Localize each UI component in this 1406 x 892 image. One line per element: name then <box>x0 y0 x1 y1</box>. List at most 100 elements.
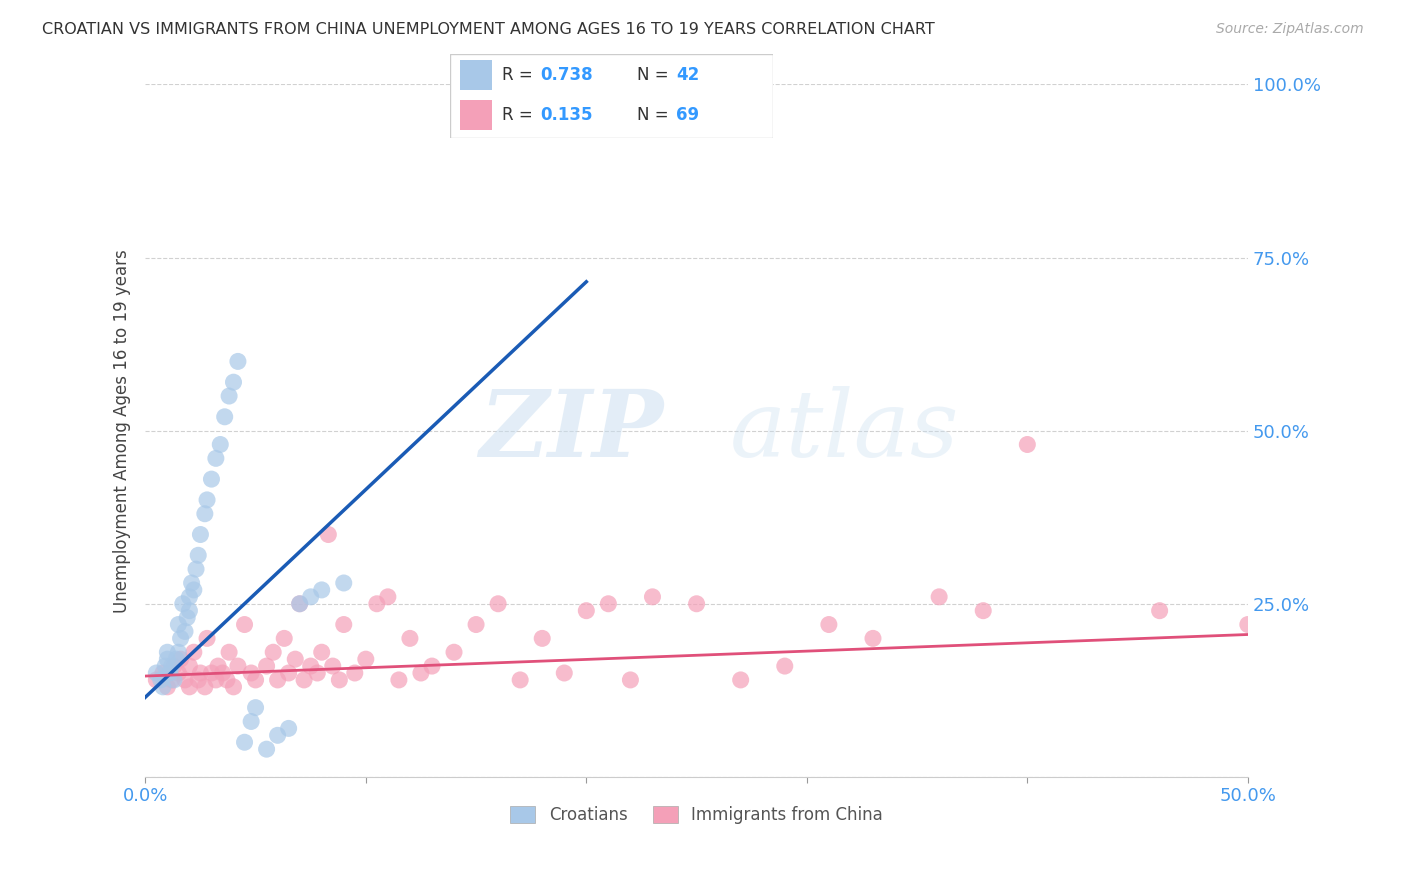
Point <box>509 673 531 687</box>
Point <box>273 632 295 646</box>
Point <box>174 624 197 639</box>
Point <box>284 652 307 666</box>
Text: 0.738: 0.738 <box>540 66 593 84</box>
Point <box>156 645 179 659</box>
Text: 0.135: 0.135 <box>540 106 593 124</box>
Point <box>598 597 620 611</box>
Point <box>354 652 377 666</box>
Point <box>183 645 205 659</box>
Text: atlas: atlas <box>730 385 959 475</box>
Point <box>205 451 228 466</box>
Point <box>165 652 187 666</box>
Point <box>818 617 841 632</box>
Point <box>292 673 315 687</box>
Point <box>179 604 201 618</box>
Point <box>200 472 222 486</box>
Point <box>160 659 183 673</box>
Point <box>218 389 240 403</box>
Point <box>245 673 267 687</box>
Point <box>288 597 311 611</box>
Point <box>200 665 222 680</box>
Point <box>180 576 202 591</box>
Point <box>641 590 664 604</box>
Text: 69: 69 <box>676 106 699 124</box>
Point <box>172 597 194 611</box>
Point <box>420 659 443 673</box>
Point <box>184 562 207 576</box>
Point <box>307 665 329 680</box>
Text: Source: ZipAtlas.com: Source: ZipAtlas.com <box>1216 22 1364 37</box>
Point <box>149 673 172 687</box>
Point <box>1237 617 1260 632</box>
Point <box>156 680 179 694</box>
Point <box>195 632 218 646</box>
Point <box>167 617 190 632</box>
Point <box>190 527 212 541</box>
Point <box>299 659 322 673</box>
Point <box>332 617 354 632</box>
Point <box>211 665 233 680</box>
Point <box>169 632 191 646</box>
Point <box>328 673 350 687</box>
Point <box>145 673 167 687</box>
Point <box>256 659 278 673</box>
Point <box>277 665 299 680</box>
Point <box>343 665 366 680</box>
Point <box>222 680 245 694</box>
Bar <box>460 100 492 130</box>
Y-axis label: Unemployment Among Ages 16 to 19 years: Unemployment Among Ages 16 to 19 years <box>114 249 131 613</box>
Point <box>553 665 575 680</box>
Point <box>187 549 209 563</box>
Point <box>194 507 217 521</box>
Point <box>156 652 179 666</box>
Point <box>226 354 249 368</box>
Text: CROATIAN VS IMMIGRANTS FROM CHINA UNEMPLOYMENT AMONG AGES 16 TO 19 YEARS CORRELA: CROATIAN VS IMMIGRANTS FROM CHINA UNEMPL… <box>42 22 935 37</box>
Point <box>730 673 752 687</box>
Point <box>190 665 212 680</box>
Point <box>240 665 263 680</box>
Point <box>531 632 554 646</box>
Text: ZIP: ZIP <box>479 385 664 475</box>
Bar <box>460 61 492 90</box>
Point <box>377 590 399 604</box>
Point <box>153 659 176 673</box>
Point <box>159 665 181 680</box>
Point <box>575 604 598 618</box>
Point <box>409 665 432 680</box>
Point <box>209 437 232 451</box>
Point <box>619 673 641 687</box>
Text: N =: N = <box>637 106 675 124</box>
Point <box>215 673 238 687</box>
Point <box>256 742 278 756</box>
Point <box>311 582 333 597</box>
Point <box>288 597 311 611</box>
Point <box>299 590 322 604</box>
Point <box>152 665 174 680</box>
Text: R =: R = <box>502 106 537 124</box>
Point <box>169 652 191 666</box>
Point <box>160 673 183 687</box>
Point <box>332 576 354 591</box>
Point <box>207 659 229 673</box>
Point <box>222 375 245 389</box>
Point <box>218 645 240 659</box>
Point <box>233 617 256 632</box>
Text: N =: N = <box>637 66 675 84</box>
Point <box>928 590 950 604</box>
Point <box>972 604 994 618</box>
Point <box>183 582 205 597</box>
Point <box>465 617 488 632</box>
Point <box>388 673 411 687</box>
Point <box>167 665 190 680</box>
Point <box>311 645 333 659</box>
Text: 42: 42 <box>676 66 700 84</box>
Point <box>266 673 288 687</box>
Legend: Croatians, Immigrants from China: Croatians, Immigrants from China <box>510 805 883 824</box>
Point <box>152 680 174 694</box>
Point <box>245 700 267 714</box>
Point <box>226 659 249 673</box>
Point <box>685 597 707 611</box>
Point <box>240 714 263 729</box>
Point <box>322 659 344 673</box>
Point <box>862 632 884 646</box>
